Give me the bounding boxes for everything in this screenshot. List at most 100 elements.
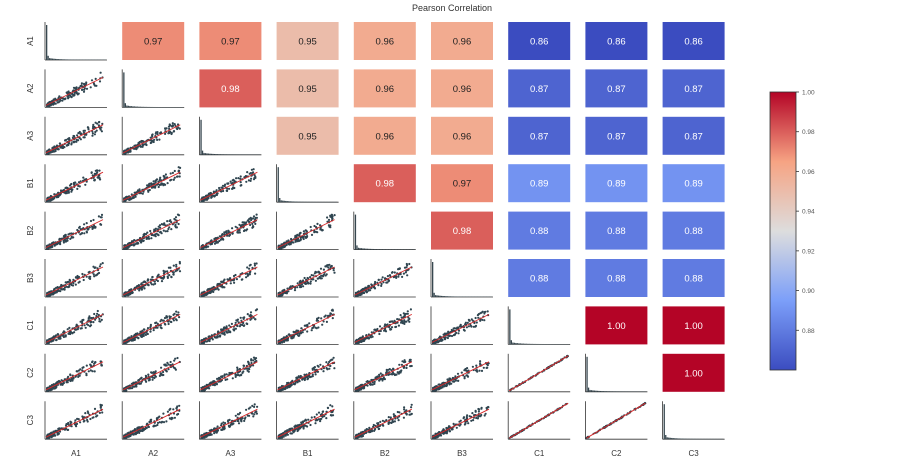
scatter-point (68, 326, 71, 329)
scatter-point (463, 369, 466, 372)
scatter-point (76, 370, 79, 373)
scatter-point (147, 425, 150, 429)
scatter-point (256, 405, 259, 408)
scatter-point (222, 189, 225, 193)
scatter-point (173, 416, 176, 419)
scatter-point (65, 423, 68, 426)
scatter-point (294, 240, 297, 243)
corr-cell-B3-C3 (662, 259, 725, 297)
scatter-point (170, 131, 173, 135)
scatter-point (132, 433, 135, 436)
histogram-bar (513, 342, 515, 345)
scatter-point (168, 130, 172, 133)
scatter-point (252, 356, 256, 359)
scatter-point (369, 383, 372, 386)
histogram-bar (435, 295, 437, 297)
scatter-point (299, 231, 302, 234)
scatter-point (313, 366, 316, 369)
scatter-point (280, 294, 283, 297)
histogram-bar (524, 343, 526, 345)
scatter-point (91, 127, 95, 130)
scatter-point (163, 222, 166, 225)
histogram-bar (53, 58, 55, 60)
scatter-point (309, 282, 312, 285)
scatter-point (479, 360, 482, 363)
scatter-point (359, 340, 362, 343)
corr-value-A2-C2: 0.87 (607, 84, 626, 95)
scatter-point (314, 373, 317, 376)
histogram-bar (372, 248, 375, 250)
scatter-point (408, 360, 411, 363)
scatter-point (62, 145, 65, 148)
scatter-point (223, 184, 226, 188)
scatter-point (218, 239, 221, 243)
scatter-point (296, 240, 299, 243)
scatter-point (130, 193, 133, 196)
scatter-point (251, 266, 254, 269)
scatter-point (94, 121, 97, 124)
scatter-point (232, 279, 235, 282)
scatter-point (155, 178, 159, 181)
scatter-point (79, 320, 82, 323)
scatter-point (252, 364, 255, 367)
scatter-point (252, 168, 255, 171)
scatter-point (254, 272, 257, 275)
scatter-point (98, 317, 101, 320)
scatter-point (486, 366, 489, 369)
scatter-point (395, 276, 398, 279)
scatter-point (377, 284, 380, 287)
histogram-bar (138, 106, 140, 108)
scatter-point (249, 223, 252, 227)
scatter-point (324, 265, 327, 268)
corr-value-B3-C1: 0.88 (530, 274, 549, 285)
scatter-point (454, 375, 457, 378)
scatter-point (403, 359, 406, 362)
scatter-point (94, 77, 97, 80)
scatter-point (94, 318, 97, 321)
fit-line (277, 361, 335, 391)
scatter-point (300, 327, 303, 330)
scatter-point (83, 136, 86, 139)
scatter-point (60, 427, 63, 430)
scatter-point (99, 360, 102, 363)
scatter-point (99, 320, 102, 323)
corr-value-B2-C2: 0.88 (607, 226, 626, 237)
scatter-point (91, 416, 94, 419)
scatter-point (70, 379, 73, 382)
scatter-point (128, 387, 131, 390)
scatter-point (231, 377, 234, 380)
scatter-point (140, 330, 143, 333)
scatter-point (216, 287, 219, 290)
scatter-point (317, 316, 320, 319)
scatter-point (251, 171, 254, 174)
scatter-point (329, 266, 332, 269)
scatter-point (290, 241, 293, 244)
scatter-point (406, 312, 409, 315)
histogram-bar (374, 249, 376, 250)
scatter-point (406, 274, 409, 277)
scatter-point (83, 178, 86, 181)
scatter-point (253, 413, 256, 416)
histogram-bar (451, 296, 453, 297)
scatter-point (378, 379, 381, 382)
histogram-bar (605, 391, 608, 392)
fit-line (200, 171, 258, 201)
scatter-point (132, 196, 135, 199)
scatter-point (252, 359, 255, 362)
scatter-point (452, 380, 455, 383)
scatter-point (149, 229, 152, 233)
scatter-point (396, 318, 399, 321)
scatter-point (176, 356, 179, 360)
scatter-point (400, 321, 403, 324)
scatter-point (154, 227, 157, 230)
scatter-point (93, 178, 96, 181)
scatter-point (143, 143, 146, 146)
scatter-point (156, 322, 159, 325)
row-label-B2: B2 (26, 225, 35, 235)
scatter-point (319, 227, 322, 230)
histogram-bar (448, 296, 450, 297)
scatter-point (101, 122, 104, 125)
histogram-bar (596, 390, 599, 392)
scatter-point (66, 328, 69, 331)
histogram-bar (515, 342, 517, 345)
